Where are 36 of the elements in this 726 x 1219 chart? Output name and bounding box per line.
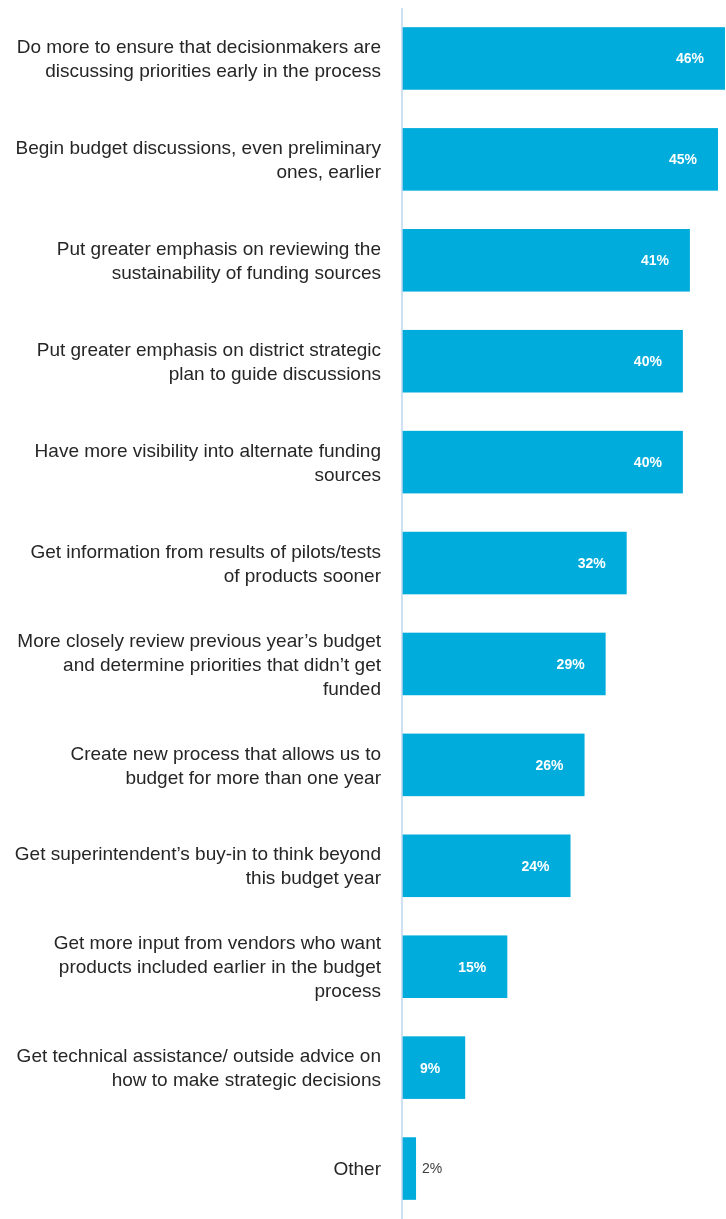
bar <box>402 531 627 595</box>
y-tick-label: Begin budget discussions, even preliminary ones, earlier <box>15 137 382 183</box>
y-tick-label: Create new process that allows us to budget for more than one year <box>70 742 382 788</box>
data-label: 46% <box>675 50 705 67</box>
data-label: 2% <box>422 1160 443 1177</box>
bar <box>402 935 508 998</box>
bar <box>402 329 683 393</box>
bar <box>402 1137 417 1200</box>
y-tick-label: More closely review previous year’s budget and determine priorities that didn’t get funded <box>17 629 382 699</box>
data-label: 41% <box>640 252 670 269</box>
data-label: 40% <box>633 353 663 370</box>
y-tick-label: Put greater emphasis on district strategic plan to guide discussions <box>36 338 381 384</box>
data-label: 15% <box>458 958 487 975</box>
data-label: 29% <box>556 655 586 672</box>
y-tick-label: Put greater emphasis on reviewing the sustainability of funding sources <box>56 237 381 283</box>
data-label: 24% <box>521 857 551 874</box>
data-label: 26% <box>535 756 565 773</box>
data-label: 9% <box>420 1059 441 1076</box>
bar <box>402 229 690 292</box>
bar <box>402 1036 466 1099</box>
y-tick-label: Get information from results of pilots/tests of products sooner <box>30 540 382 586</box>
y-tick-label: Do more to ensure that decisionmakers are discussing priorities early in the process <box>16 36 381 82</box>
y-tick-label: Get superintendent’s buy-in to think beyond this budget year <box>14 843 382 889</box>
bar <box>402 834 571 898</box>
data-label: 32% <box>577 554 607 571</box>
data-label: 40% <box>633 454 663 471</box>
y-tick-label: Other <box>333 1158 382 1180</box>
bar <box>402 430 683 494</box>
data-label: 45% <box>668 151 698 168</box>
bar <box>402 27 725 90</box>
bar <box>402 733 585 797</box>
bar <box>402 128 718 191</box>
y-tick-label: Get technical assistance/ outside advice on how to make strategic decisions <box>16 1045 381 1091</box>
y-tick-label: Have more visibility into alternate funding sources <box>34 439 381 485</box>
y-tick-label: Get more input from vendors who want products included earlier in the budget process <box>53 932 382 1002</box>
bar <box>402 632 606 696</box>
